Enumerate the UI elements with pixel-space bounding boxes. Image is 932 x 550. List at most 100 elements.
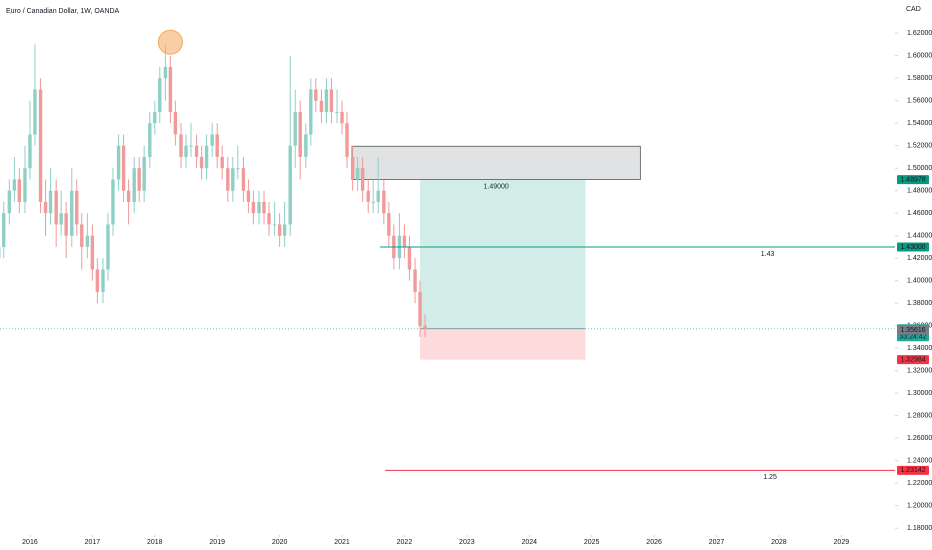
x-tick-label: 2019 <box>209 539 225 546</box>
candle-body <box>309 89 313 135</box>
candle-body <box>153 111 157 124</box>
price-label-box <box>897 465 929 475</box>
candle-body <box>314 89 318 101</box>
candle-body <box>371 201 375 203</box>
x-tick-label: 2021 <box>334 539 350 546</box>
candle-body <box>85 235 90 247</box>
y-tick-label: 1.42000 <box>907 255 932 262</box>
y-tick-label: 1.30000 <box>907 390 932 397</box>
candle-body <box>215 134 219 157</box>
price-label-timer: 33:24:42 <box>899 334 926 341</box>
candle-body <box>382 190 386 214</box>
candle-body <box>75 190 79 225</box>
y-tick-label: 1.26000 <box>907 435 932 442</box>
candle-body <box>199 156 204 169</box>
candle-body <box>246 190 251 202</box>
candle-body <box>132 168 136 202</box>
candle-body <box>418 291 422 326</box>
x-tick-label: 2018 <box>147 539 163 546</box>
candle-body <box>204 145 209 169</box>
y-tick-label: 1.18000 <box>907 525 932 532</box>
candle-body <box>345 123 349 157</box>
price-label-box <box>897 175 929 185</box>
candle-body <box>184 145 188 157</box>
candle-body <box>407 246 412 270</box>
candle-body <box>64 213 68 236</box>
candle-body <box>179 134 183 157</box>
candle-body <box>121 145 126 191</box>
y-tick-label: 1.48000 <box>907 188 932 195</box>
candle-body <box>236 168 240 170</box>
candle-body <box>402 235 407 247</box>
candle-body <box>340 111 344 124</box>
candle-body <box>173 111 178 135</box>
candle-body <box>54 190 58 225</box>
y-tick-label: 1.62000 <box>907 30 932 37</box>
candle-body <box>95 269 100 292</box>
candle-body <box>319 100 324 112</box>
resistance-zone <box>351 145 641 180</box>
y-tick-label: 1.46000 <box>907 210 932 217</box>
candle-body <box>163 66 168 79</box>
y-tick-label: 1.24000 <box>907 458 932 465</box>
candle-body <box>28 134 32 169</box>
candle-body <box>413 269 417 292</box>
price-label-box <box>897 242 929 252</box>
candle-body <box>387 213 391 236</box>
candle-body <box>226 168 230 191</box>
x-tick-label: 2028 <box>771 539 787 546</box>
y-tick-label: 1.40000 <box>907 278 932 285</box>
candle-body <box>350 156 355 180</box>
candle-body <box>272 224 277 226</box>
price-label-box <box>897 355 929 365</box>
candle-body <box>137 168 141 191</box>
candle-body <box>23 168 27 202</box>
candle-body <box>33 89 37 135</box>
candle-body <box>360 168 365 191</box>
y-tick-label: 1.56000 <box>907 98 932 105</box>
candle-body <box>288 145 292 225</box>
candle-body <box>43 201 48 214</box>
horizontal-line-label: 1.25 <box>763 474 777 481</box>
candle-body <box>241 168 246 191</box>
candle-body <box>366 190 370 202</box>
candle-body <box>2 213 6 247</box>
candle-body <box>189 145 193 147</box>
y-tick-label: 1.52000 <box>907 143 932 150</box>
candle-body <box>277 224 282 236</box>
y-tick-label: 1.28000 <box>907 413 932 420</box>
candle-body <box>101 269 105 292</box>
candle-body <box>90 235 95 270</box>
candle-body <box>80 224 84 247</box>
y-tick-label: 1.54000 <box>907 120 932 127</box>
y-tick-label: 1.20000 <box>907 503 932 510</box>
candle-body <box>142 156 146 191</box>
candle-body <box>376 190 380 202</box>
candle-body <box>106 224 110 270</box>
position-stop <box>420 328 586 360</box>
candle-body <box>70 190 74 236</box>
x-tick-label: 2017 <box>85 539 101 546</box>
candle-body <box>282 224 287 236</box>
candle-body <box>262 201 266 214</box>
candle-body <box>251 201 256 214</box>
candle-body <box>257 201 261 214</box>
candle-body <box>231 168 235 191</box>
y-tick-label: 1.32000 <box>907 368 932 375</box>
zone-label: 1.49000 <box>484 183 509 190</box>
x-tick-label: 2025 <box>584 539 600 546</box>
y-tick-label: 1.50000 <box>907 165 932 172</box>
x-tick-label: 2023 <box>459 539 475 546</box>
candle-body <box>111 179 115 225</box>
candle-body <box>324 89 329 112</box>
candle-body <box>168 66 173 112</box>
candle-body <box>17 179 22 202</box>
highlight-circle <box>157 29 183 55</box>
horizontal-line-label: 1.43 <box>761 251 775 258</box>
candle-body <box>267 213 271 225</box>
y-tick-label: 1.34000 <box>907 345 932 352</box>
y-tick-label: 1.38000 <box>907 300 932 307</box>
price-label: 1.32984 <box>900 356 925 363</box>
candle-body <box>355 168 360 180</box>
y-tick-label: 1.58000 <box>907 75 932 82</box>
